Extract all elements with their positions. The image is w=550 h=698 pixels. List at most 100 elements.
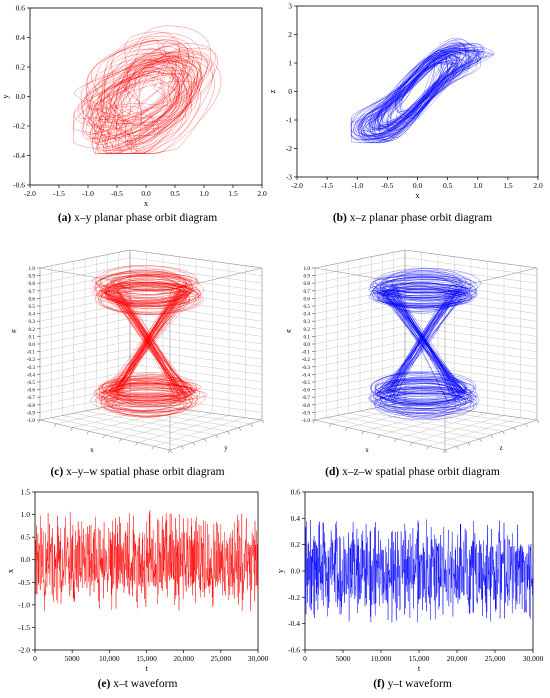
a-xtick-label: 1.5: [228, 189, 238, 198]
c-ztick-label: 0.3: [29, 319, 36, 325]
caption-c-letter: (c): [50, 466, 64, 478]
chart-e-x-waveform: 0 5000 10,000 15,000 20,000 25,000 30,000 -2.0 -…: [5, 488, 269, 674]
d-ztick-label: 0.8: [304, 281, 311, 287]
d-ytick-mark: [536, 419, 540, 424]
e-series-waveform: [34, 510, 259, 612]
c-ztick-label: -0.2: [27, 357, 36, 363]
d-grid-line: [359, 410, 492, 436]
a-xlabel: x: [144, 198, 149, 208]
chart-c-xyw-3d: -1.0 -0.9-0.8 -0.7-0.6 -0.5 -0.4-0.3 -0.2-0.1…: [11, 249, 265, 454]
c-grid-line: [153, 417, 246, 447]
caption-f: (f) y–t waveform: [275, 678, 550, 690]
c-ztick-label: 0.9: [29, 274, 36, 280]
d-ztick-label: 0.0: [304, 342, 311, 348]
d-ytick-mark: [467, 442, 471, 446]
f-xtick-label: 20,000: [447, 654, 468, 663]
d-box-edge: [404, 249, 538, 269]
b-xtick-label: 0.0: [413, 181, 423, 190]
d-ztick-label: -0.5: [302, 380, 311, 386]
c-ytick-mark: [181, 446, 184, 450]
c-ztick-label: -0.8: [27, 403, 36, 409]
e-xlabel: t: [145, 663, 148, 673]
panel-b: -2.0 -1.5 -1.0 -0.5 0.0 0.5 1.0 1.5 2.0 -3 -2 -1 0 1 2…: [267, 0, 550, 232]
d-grid-line: [393, 404, 526, 424]
d-ytick-mark: [525, 423, 528, 427]
b-ytick-label: 0: [288, 87, 292, 96]
a-xtick-label: -2.0: [24, 189, 36, 198]
f-ytick-label: -0.4: [288, 619, 300, 628]
c-box-edge: [39, 267, 171, 291]
c-xtick-mark: [70, 427, 73, 431]
d-ztick-label: 0.3: [304, 319, 311, 325]
a-plot-frame: [29, 7, 263, 186]
b-ytick-label: -2: [286, 144, 292, 153]
f-xlabel: t: [418, 663, 421, 673]
b-series-blue-orbit: [351, 38, 495, 143]
e-xtick-label: 10,000: [99, 654, 120, 663]
b-xtick-label: 2.0: [533, 181, 543, 190]
d-ztick-label: -0.6: [302, 388, 311, 394]
c-zlabel: w: [11, 327, 17, 335]
f-xtick-label: 30,000: [523, 654, 544, 663]
caption-d-letter: (d): [325, 466, 340, 478]
c-ytick-mark: [261, 419, 265, 424]
b-xtick-label: 1.5: [503, 181, 513, 190]
c-box-edge: [129, 401, 263, 421]
f-ytick-label: 0.2: [291, 540, 301, 549]
d-xtick-mark: [426, 446, 429, 450]
caption-e-text: x–t waveform: [110, 678, 178, 690]
c-xtick-mark: [119, 438, 122, 442]
b-xtick-label: -2.0: [291, 181, 303, 190]
d-ztick-label: -0.2: [302, 357, 311, 363]
a-xtick-label: -1.0: [82, 189, 94, 198]
caption-e-letter: (e): [97, 678, 111, 690]
c-ztick-label: 0.7: [29, 289, 36, 295]
c-ztick-label: -0.7: [27, 395, 36, 401]
d-ztick-label: -1.0: [302, 418, 311, 424]
c-xtick-mark: [167, 449, 171, 454]
e-ytick-label: 0.0: [21, 555, 31, 564]
d-ztick-label: -0.8: [302, 403, 311, 409]
d-ytick-mark: [502, 431, 505, 435]
f-xtick-label: 0: [303, 654, 307, 663]
c-series-attractor: [90, 265, 208, 418]
c-xtick-mark: [37, 419, 41, 424]
chart-b-xz-phase: -2.0 -1.5 -1.0 -0.5 0.0 0.5 1.0 1.5 2.0 -3 -2 -1 0 1 2…: [267, 2, 543, 201]
c-xtick-mark: [102, 434, 106, 439]
caption-f-letter: (f): [373, 678, 385, 690]
d-xtick-mark: [312, 419, 316, 424]
d-ztick-label: 0.6: [304, 296, 311, 302]
b-ylabel: z: [267, 89, 277, 93]
c-ztick-label: -0.4: [27, 372, 36, 378]
c-xtick-mark: [54, 423, 57, 427]
d-ztick-label: 0.1: [304, 334, 311, 340]
b-xtick-label: -0.5: [381, 181, 393, 190]
e-ytick-label: 1.5: [21, 488, 31, 497]
c-ztick-label: 0.6: [29, 296, 36, 302]
f-ytick-label: -0.2: [288, 593, 300, 602]
c-ztick-label: 0.2: [29, 327, 36, 333]
c-xtick-mark: [151, 446, 154, 450]
panel-c: -1.0 -0.9 -0.8 -0.7 -0.6 -0.5 -0.4 -0.3 -0.2 -0.1…: [0, 238, 275, 483]
f-xtick-label: 15,000: [409, 654, 430, 663]
f-xtick-label: 5000: [336, 654, 351, 663]
f-ytick-label: 0.0: [291, 567, 301, 576]
b-plot-frame: [296, 5, 539, 178]
d-ztick-label: 0.4: [304, 312, 311, 318]
c-xtick-mark: [135, 442, 138, 446]
c-ztick-label: 0.5: [29, 304, 36, 310]
caption-b-text: x–z planar phase orbit diagram: [346, 212, 493, 224]
f-ytick-label: -0.6: [288, 646, 300, 655]
b-xtick-label: -1.0: [351, 181, 363, 190]
c-ztick-label: 0.4: [29, 312, 36, 318]
e-ytick-label: -0.5: [18, 578, 30, 587]
a-xtick-label: 1.0: [199, 189, 209, 198]
f-series-waveform: [304, 519, 534, 623]
a-ytick-label: -0.2: [13, 122, 25, 131]
c-xtick-mark: [86, 431, 89, 435]
d-ztick-label: -0.4: [302, 372, 311, 378]
d-ytick-mark: [479, 438, 482, 442]
b-ytick-label: 2: [288, 30, 292, 39]
d-zlabel: w: [286, 327, 292, 335]
d-grid-line: [412, 415, 505, 443]
